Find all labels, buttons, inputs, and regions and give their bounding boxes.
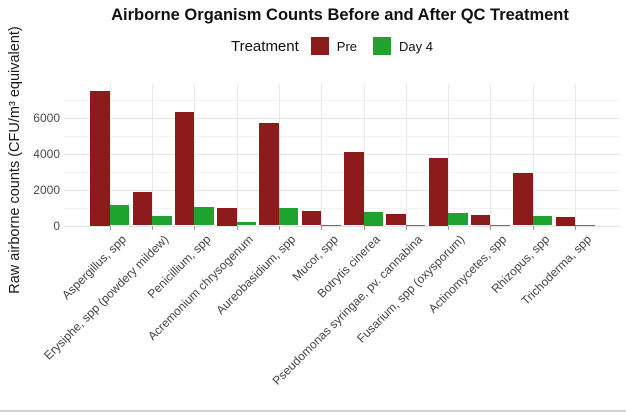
- y-tick-label: 0: [53, 218, 60, 233]
- gridline-vertical: [575, 84, 576, 226]
- bar-day4: [448, 212, 468, 226]
- legend: Treatment Pre Day 4: [56, 36, 624, 56]
- y-tick-label: 4000: [33, 146, 60, 161]
- x-tick-mark: [109, 226, 111, 230]
- x-category-label: Aureobasidium, spp: [213, 232, 299, 318]
- bar-day4: [321, 224, 341, 226]
- gridline-vertical: [109, 84, 111, 226]
- y-tick-label: 2000: [33, 182, 60, 197]
- y-tick-label: 6000: [33, 110, 60, 125]
- gridline-vertical: [532, 84, 534, 226]
- x-tick-mark: [405, 226, 407, 230]
- gridline-vertical: [236, 84, 238, 226]
- gridline-vertical: [321, 84, 323, 226]
- gridline-vertical: [405, 84, 407, 226]
- bar-day4: [405, 224, 426, 226]
- bar-pre: [90, 90, 110, 226]
- bar-pre: [513, 173, 533, 226]
- x-tick-mark: [278, 226, 280, 230]
- x-tick-mark: [321, 226, 323, 230]
- bar-pre: [301, 211, 322, 226]
- gridline-major: [64, 225, 620, 227]
- x-tick-mark: [490, 226, 492, 230]
- gridline-minor: [64, 99, 620, 101]
- gridline-major: [64, 189, 620, 191]
- x-tick-mark: [194, 226, 196, 230]
- legend-title: Treatment: [230, 37, 299, 55]
- bar-day4: [490, 224, 510, 226]
- bar-pre: [555, 216, 575, 226]
- bar-day4: [109, 204, 130, 226]
- gridline-vertical: [363, 84, 365, 226]
- bar-pre: [470, 214, 491, 226]
- bar-day4: [278, 208, 299, 226]
- legend-label-pre: Pre: [336, 38, 358, 54]
- gridline-minor: [64, 207, 620, 209]
- gridline-minor: [64, 171, 620, 173]
- bottom-divider: [0, 410, 626, 412]
- x-tick-mark: [448, 226, 450, 230]
- bar-pre: [259, 122, 279, 226]
- legend-swatch-day4: [373, 37, 392, 55]
- legend-label-day4: Day 4: [399, 38, 433, 54]
- bar-day4: [236, 222, 257, 226]
- gridline-vertical: [278, 84, 280, 226]
- bar-pre: [428, 158, 449, 226]
- x-category-label: Actinomycetes, spp: [426, 232, 510, 316]
- bar-pre: [217, 207, 237, 226]
- bar-day4: [532, 215, 553, 226]
- bar-day4: [575, 224, 595, 226]
- bar-day4: [363, 212, 383, 226]
- gridline-vertical: [194, 84, 196, 226]
- bar-day4: [152, 215, 172, 226]
- bar-pre: [174, 112, 195, 226]
- gridline-major: [64, 153, 620, 155]
- gridline-vertical: [490, 84, 492, 226]
- bar-pre: [132, 192, 152, 226]
- x-tick-mark: [236, 226, 238, 230]
- gridline-minor: [64, 135, 620, 137]
- x-tick-mark: [152, 226, 153, 230]
- bar-pre: [344, 151, 364, 226]
- x-tick-mark: [532, 226, 534, 230]
- gridline-vertical: [152, 84, 153, 226]
- gridline-vertical: [448, 84, 450, 226]
- bar-pre: [386, 213, 406, 226]
- x-tick-mark: [575, 226, 576, 230]
- bar-day4: [194, 206, 214, 226]
- x-tick-mark: [363, 226, 365, 230]
- legend-swatch-pre: [310, 37, 329, 55]
- chart-title: Airborne Organism Counts Before and Afte…: [111, 6, 569, 24]
- gridline-major: [64, 117, 620, 119]
